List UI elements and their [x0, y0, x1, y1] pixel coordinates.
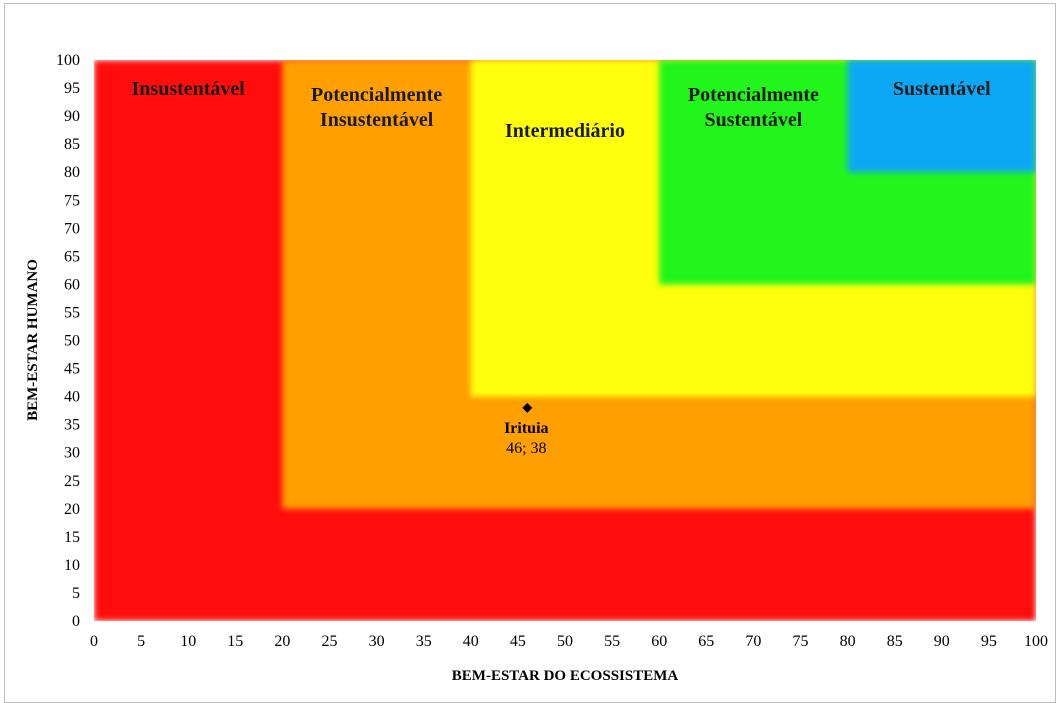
y-tick-label: 30 — [64, 445, 80, 462]
x-axis-title: BEM-ESTAR DO ECOSSISTEMA — [452, 668, 679, 684]
y-tick-label: 10 — [64, 557, 80, 574]
y-tick-label: 90 — [64, 108, 80, 125]
x-tick-label: 0 — [90, 633, 98, 650]
y-tick-label: 5 — [72, 585, 80, 602]
x-tick-label: 60 — [651, 633, 667, 650]
y-axis-title: BEM-ESTAR HUMANO — [25, 259, 41, 421]
x-tick-label: 100 — [1024, 633, 1048, 650]
chart: 0 5 10 15 20 25 30 35 40 45 50 55 60 65 70 75 80 85 90 95 10… — [25, 52, 1048, 684]
y-tick-label: 0 — [72, 613, 80, 630]
x-tick-label: 65 — [698, 633, 714, 650]
y-tick-label: 95 — [64, 80, 80, 97]
zone-label: Insustentável — [132, 78, 246, 100]
x-tick-label: 35 — [416, 633, 432, 650]
y-tick-label: 40 — [64, 389, 80, 406]
y-tick-label: 45 — [64, 361, 80, 378]
y-tick-label: 80 — [64, 164, 80, 181]
y-tick-label: 70 — [64, 220, 80, 237]
x-tick-label: 15 — [227, 633, 243, 650]
y-tick-label: 35 — [64, 417, 80, 434]
zone-label: Potencialmente Sustentável — [688, 84, 819, 131]
x-tick-label: 10 — [180, 633, 196, 650]
x-tick-label: 5 — [137, 633, 145, 650]
y-tick-label: 25 — [64, 473, 80, 490]
y-tick-label: 65 — [64, 248, 80, 265]
x-tick-label: 85 — [887, 633, 903, 650]
y-tick-label: 15 — [64, 529, 80, 546]
x-tick-label: 55 — [604, 633, 620, 650]
y-tick-label: 100 — [56, 52, 80, 69]
zone-label: Sustentável — [893, 78, 991, 100]
y-tick-label: 75 — [64, 192, 80, 209]
x-tick-label: 40 — [463, 633, 479, 650]
x-tick-label: 95 — [981, 633, 997, 650]
zone-4 — [847, 60, 1036, 173]
y-tick-label: 55 — [64, 304, 80, 321]
x-tick-label: 25 — [322, 633, 338, 650]
data-point-name: Irituia — [504, 420, 548, 437]
y-tick-label: 20 — [64, 501, 80, 518]
x-tick-label: 70 — [745, 633, 761, 650]
x-tick-label: 50 — [557, 633, 573, 650]
data-point-value: 46; 38 — [506, 440, 546, 457]
data-point-marker — [522, 402, 533, 413]
x-tick-label: 30 — [369, 633, 385, 650]
x-tick-label: 90 — [934, 633, 950, 650]
x-tick-label: 75 — [793, 633, 809, 650]
x-tick-label: 80 — [840, 633, 856, 650]
zone-label: Intermediário — [505, 120, 625, 142]
y-tick-label: 85 — [64, 136, 80, 153]
y-tick-label: 60 — [64, 276, 80, 293]
zone-label: Potencialmente Insustentável — [311, 84, 442, 131]
x-tick-label: 20 — [274, 633, 290, 650]
y-tick-label: 50 — [64, 333, 80, 350]
x-tick-label: 45 — [510, 633, 526, 650]
